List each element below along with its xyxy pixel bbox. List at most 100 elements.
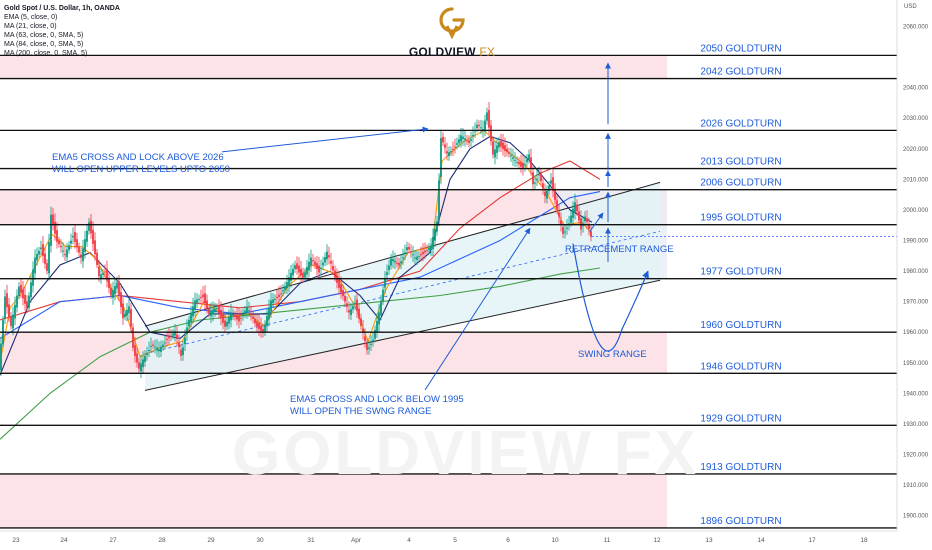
candle-body: [456, 143, 458, 145]
candle-body: [146, 353, 148, 356]
candle-body: [394, 260, 396, 263]
candle-body: [42, 244, 44, 257]
indicator-ma84[interactable]: MA (84, close, 0, SMA, 5): [4, 41, 84, 48]
candle-body: [420, 253, 422, 256]
annotation-upper-line2: WILL OPEN UPPER LEVELS UPTO 2050: [52, 164, 230, 175]
candle-body: [392, 258, 394, 262]
candle-body: [372, 339, 374, 341]
level-label: 2006 GOLDTURN: [700, 178, 781, 189]
candle-body: [374, 329, 376, 339]
retracement-label: RETRACEMENT RANGE: [565, 244, 674, 255]
candle-body: [328, 255, 330, 258]
candle-body: [244, 310, 246, 315]
candle-body: [434, 229, 436, 241]
candle-body: [274, 298, 276, 300]
candle-body: [218, 306, 220, 314]
candle-body: [182, 347, 184, 356]
candle-body: [566, 227, 568, 229]
candle-body: [340, 284, 342, 293]
candle-body: [90, 220, 92, 234]
candle-body: [428, 247, 430, 251]
candle-body: [126, 309, 128, 316]
candle-body: [512, 157, 514, 159]
swing-range-label: SWING RANGE: [578, 349, 647, 360]
x-tick-label: 27: [109, 537, 117, 544]
candle-body: [170, 335, 172, 337]
candle-body: [234, 315, 236, 318]
candle-body: [128, 306, 130, 314]
candle-body: [212, 309, 214, 315]
candle-body: [432, 237, 434, 250]
candle-body: [418, 256, 420, 258]
candle-body: [100, 274, 102, 279]
time-axis-bg: [0, 531, 932, 550]
indicator-ma63[interactable]: MA (63, close, 0, SMA, 5): [4, 32, 84, 39]
level-label: 2026 GOLDTURN: [700, 118, 781, 129]
y-tick-label: 1950.000: [903, 361, 929, 367]
candle-body: [96, 252, 98, 265]
candle-body: [28, 295, 30, 308]
candle-body: [116, 282, 118, 289]
candle-body: [332, 265, 334, 271]
candle-body: [540, 173, 542, 182]
candle-body: [136, 353, 138, 363]
candle-body: [156, 347, 158, 350]
candle-body: [404, 252, 406, 254]
candle-body: [578, 211, 580, 221]
candle-body: [536, 178, 538, 180]
candle-body: [378, 312, 380, 325]
candle-body: [4, 296, 6, 319]
x-tick-label: 5: [453, 537, 457, 544]
candle-body: [338, 279, 340, 288]
y-tick-label: 1980.000: [903, 269, 929, 275]
x-tick-label: 23: [12, 537, 20, 544]
candle-body: [430, 245, 432, 251]
candle-body: [580, 218, 582, 230]
level-label: 1977 GOLDTURN: [700, 267, 781, 278]
candle-body: [528, 154, 530, 160]
y-tick-label: 2060.000: [903, 24, 929, 30]
candle-body: [462, 136, 464, 139]
candle-body: [318, 265, 320, 273]
indicator-ema5[interactable]: EMA (5, close, 0): [4, 14, 58, 21]
candle-body: [366, 343, 368, 351]
level-label: 1960 GOLDTURN: [700, 320, 781, 331]
candle-body: [560, 220, 562, 226]
candle-body: [558, 212, 560, 217]
indicator-ma200[interactable]: MA (200, close, 0, SMA, 5): [4, 50, 88, 57]
candle-body: [590, 231, 592, 237]
x-tick-label: 30: [256, 537, 264, 544]
candle-body: [180, 349, 182, 357]
candle-body: [224, 320, 226, 327]
candle-body: [254, 318, 256, 324]
candle-body: [14, 304, 16, 319]
candle-body: [94, 240, 96, 255]
currency-label: USD: [904, 4, 917, 10]
candle-body: [246, 306, 248, 313]
candle-body: [250, 313, 252, 315]
symbol-title: Gold Spot / U.S. Dollar, 1h, OANDA: [4, 5, 120, 12]
x-tick-label: 6: [506, 537, 510, 544]
candle-body: [300, 268, 302, 276]
zone-2050-2042: [0, 55, 667, 79]
y-tick-label: 1960.000: [903, 330, 929, 336]
candle-body: [48, 242, 50, 274]
candle-body: [312, 260, 314, 262]
candle-body: [350, 309, 352, 316]
candle-body: [272, 299, 274, 303]
candle-body: [208, 308, 210, 314]
x-tick-label: 12: [653, 537, 661, 544]
indicator-ma21[interactable]: MA (21, close, 0): [4, 23, 57, 30]
x-tick-label: Apr: [351, 537, 362, 544]
candle-body: [160, 346, 162, 352]
x-tick-label: 28: [158, 537, 166, 544]
candle-body: [8, 304, 10, 317]
candle-body: [542, 183, 544, 189]
candle-body: [436, 221, 438, 232]
candle-body: [454, 146, 456, 148]
candle-body: [500, 140, 502, 147]
candle-body: [20, 284, 22, 293]
x-tick-label: 24: [60, 537, 68, 544]
x-tick-label: 18: [860, 537, 868, 544]
